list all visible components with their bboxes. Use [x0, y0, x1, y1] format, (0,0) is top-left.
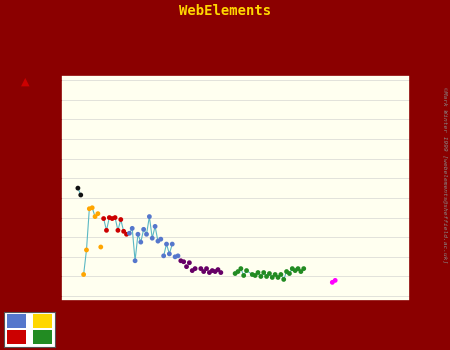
Point	[177, 258, 184, 264]
Point	[192, 266, 199, 271]
Text: WebElements: WebElements	[179, 4, 271, 18]
Point	[292, 268, 299, 273]
Point	[86, 206, 93, 211]
Point	[277, 272, 284, 277]
Point	[126, 230, 133, 236]
Text: ©Mark Winter 1999 [webelements@sheffield.ac.uk]: ©Mark Winter 1999 [webelements@sheffield…	[443, 87, 448, 263]
Point	[143, 231, 150, 237]
Point	[249, 272, 256, 277]
Point	[171, 254, 179, 260]
Point	[328, 280, 336, 285]
Point	[108, 216, 116, 221]
Point	[135, 231, 142, 237]
Point	[148, 236, 156, 241]
Point	[83, 247, 90, 253]
Point	[263, 274, 270, 279]
Point	[123, 231, 130, 237]
Text: Log abundance in the sun [ppb by weight] plotted against atomic
number: Log abundance in the sun [ppb by weight]…	[28, 38, 422, 60]
Point	[89, 205, 96, 211]
Point	[112, 215, 119, 220]
Point	[103, 228, 110, 233]
Bar	[32, 314, 52, 328]
Point	[237, 266, 244, 271]
Point	[286, 271, 293, 276]
Point	[289, 266, 296, 271]
Point	[152, 224, 159, 229]
Point	[240, 273, 248, 278]
Point	[254, 270, 261, 275]
Point	[117, 217, 124, 222]
Point	[114, 228, 122, 233]
Point	[166, 251, 173, 257]
Point	[274, 275, 282, 280]
Point	[97, 244, 104, 250]
Point	[203, 266, 210, 271]
Point	[91, 214, 99, 219]
Point	[146, 214, 153, 219]
Point	[271, 272, 279, 277]
Point	[163, 241, 170, 247]
Point	[200, 269, 207, 274]
Point	[180, 259, 187, 265]
Point	[294, 266, 302, 271]
Point	[174, 253, 181, 259]
Point	[206, 270, 213, 275]
Point	[154, 238, 162, 244]
Point	[137, 239, 144, 245]
X-axis label: atomic number →: atomic number →	[188, 324, 282, 335]
Point	[243, 268, 250, 273]
Point	[120, 229, 127, 234]
Point	[257, 274, 265, 279]
Point	[129, 225, 136, 231]
Point	[300, 266, 307, 271]
Point	[234, 269, 242, 274]
Point	[186, 260, 193, 266]
Point	[283, 269, 290, 274]
Bar	[7, 330, 27, 344]
Point	[183, 264, 190, 270]
Point	[197, 266, 204, 271]
Point	[169, 241, 176, 247]
Point	[74, 186, 81, 191]
Point	[260, 270, 267, 275]
Point	[214, 267, 221, 272]
Bar	[32, 330, 52, 344]
Point	[160, 253, 167, 259]
Point	[297, 269, 305, 274]
Point	[212, 269, 219, 274]
Point	[77, 192, 84, 198]
Point	[189, 268, 196, 273]
Point	[100, 216, 107, 221]
Point	[80, 272, 87, 277]
Point	[94, 211, 102, 216]
Point	[266, 271, 273, 276]
Point	[252, 273, 259, 278]
Y-axis label: ppb by weight: ppb by weight	[29, 153, 38, 223]
Point	[217, 270, 225, 275]
Point	[231, 271, 239, 276]
Point	[157, 236, 164, 242]
Bar	[7, 314, 27, 328]
Point	[332, 278, 339, 283]
Point	[209, 268, 216, 273]
Point	[131, 258, 139, 264]
Point	[280, 276, 287, 282]
Point	[106, 215, 113, 220]
Point	[140, 226, 147, 232]
Point	[269, 275, 276, 280]
Text: ▲: ▲	[21, 77, 29, 87]
